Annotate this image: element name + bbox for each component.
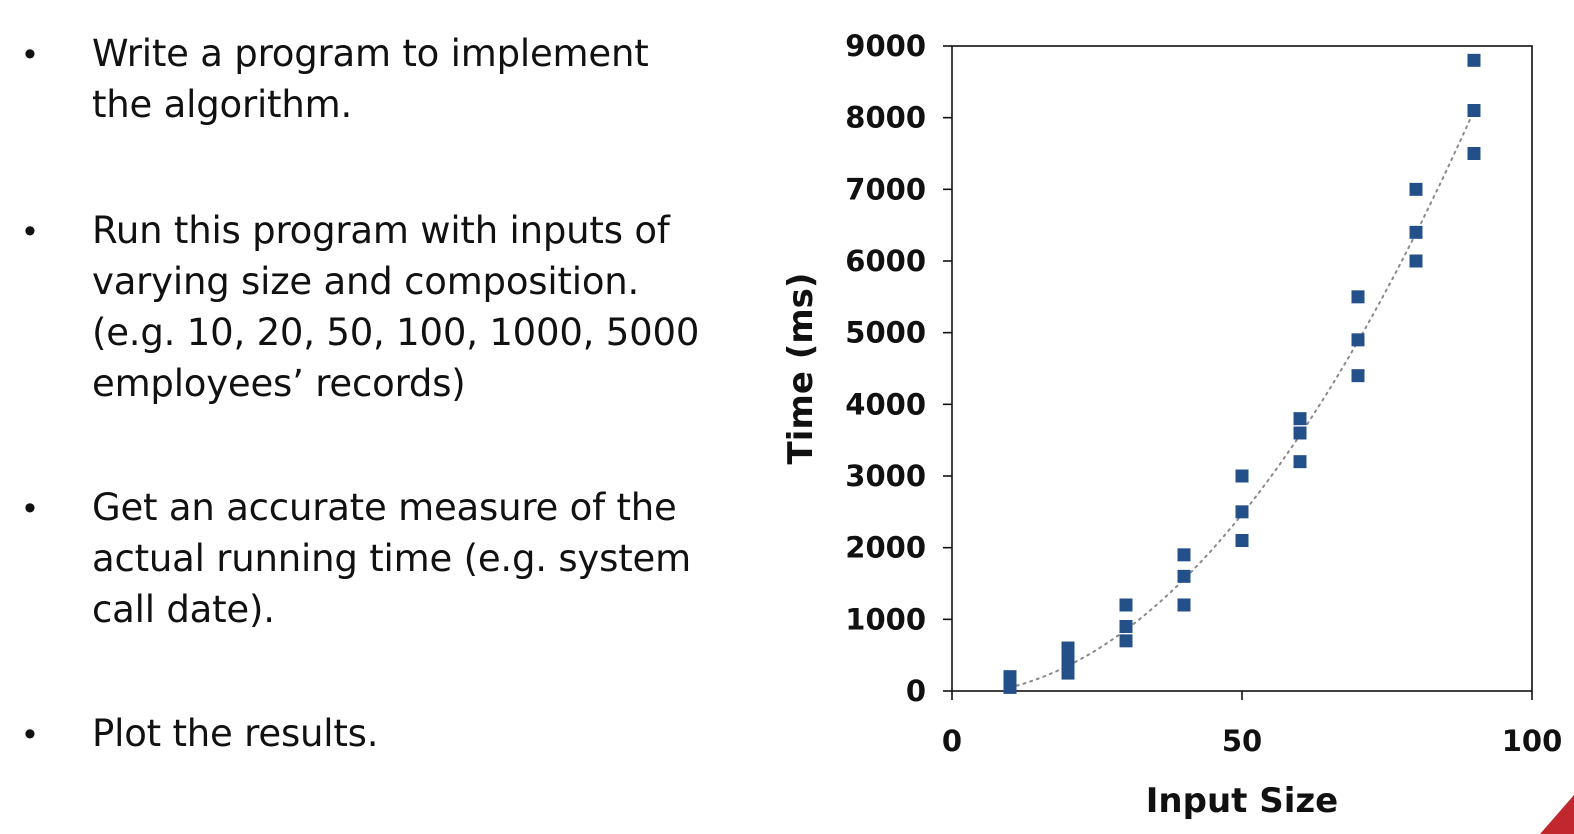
y-tick-label: 5000 xyxy=(845,316,926,350)
data-point xyxy=(1467,104,1481,117)
data-point xyxy=(1235,505,1249,519)
data-point xyxy=(1293,426,1307,440)
bullet-list: • Write a program to implement the algor… xyxy=(0,0,760,834)
x-tick-label: 0 xyxy=(942,724,962,758)
data-point xyxy=(1003,680,1017,694)
data-point xyxy=(1293,455,1307,469)
accent-corner xyxy=(1540,795,1574,834)
bullet-text: Plot the results. xyxy=(92,712,379,755)
data-point xyxy=(1235,534,1249,547)
data-points xyxy=(1003,53,1481,694)
y-axis-title: Time (ms) xyxy=(781,273,821,465)
y-tick-label: 7000 xyxy=(845,172,926,206)
x-axis-ticks: 0 50 100 xyxy=(942,691,1562,758)
data-point xyxy=(1351,333,1365,347)
y-tick-label: 6000 xyxy=(845,244,926,278)
data-point xyxy=(1061,666,1075,680)
y-axis-ticks: 0 1000 2000 3000 4000 5000 6000 7000 8000 9000 xyxy=(845,29,952,708)
x-tick-label: 100 xyxy=(1502,724,1563,758)
bullet-text: Get an accurate measure of the actual ru… xyxy=(92,486,691,631)
data-point xyxy=(1409,225,1423,239)
data-point xyxy=(1119,620,1133,633)
bullet-text: Write a program to implement the algorit… xyxy=(92,32,649,126)
y-tick-label: 3000 xyxy=(845,459,926,493)
bullet-symbol: • xyxy=(24,715,36,753)
data-point xyxy=(1061,655,1075,669)
data-point xyxy=(1119,634,1133,648)
data-point xyxy=(1467,53,1481,67)
plot-border xyxy=(951,45,1533,692)
data-point xyxy=(1409,182,1423,196)
y-tick-label: 4000 xyxy=(845,387,926,421)
data-point xyxy=(1293,412,1307,426)
trendline xyxy=(1009,109,1475,689)
data-point xyxy=(1235,469,1249,483)
data-point xyxy=(1351,290,1365,304)
y-tick-label: 8000 xyxy=(845,101,926,135)
plot-frame xyxy=(951,45,1533,692)
data-point xyxy=(1467,147,1481,160)
data-point xyxy=(1119,598,1133,612)
data-point xyxy=(1351,369,1365,383)
y-tick-label: 1000 xyxy=(845,602,926,636)
y-tick-label: 2000 xyxy=(845,531,926,565)
bullet-symbol: • xyxy=(24,212,36,250)
x-axis-title: Input Size xyxy=(1146,781,1338,821)
bullet-symbol: • xyxy=(24,489,36,527)
y-tick-label: 0 xyxy=(906,674,926,708)
data-point xyxy=(1177,598,1191,612)
data-point xyxy=(1177,548,1191,562)
data-point xyxy=(1409,254,1423,268)
y-tick-label: 9000 xyxy=(845,29,926,63)
bullet-symbol: • xyxy=(24,35,36,73)
bullet-text: Run this program with inputs of varying … xyxy=(92,209,700,405)
data-point xyxy=(1177,569,1191,583)
x-tick-label: 50 xyxy=(1222,724,1262,758)
